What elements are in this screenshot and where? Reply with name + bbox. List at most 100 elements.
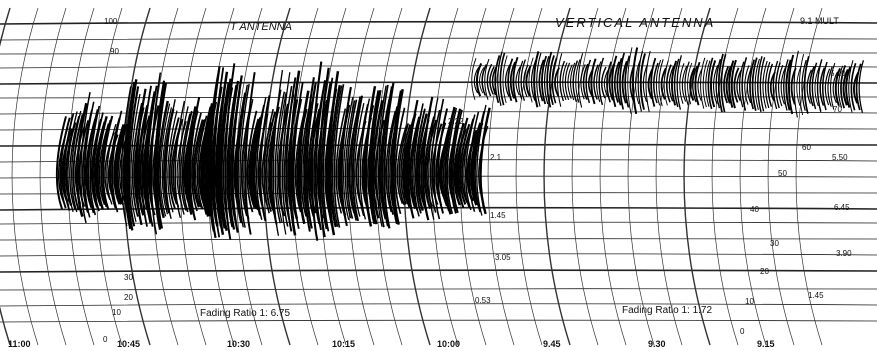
trace-stroke <box>801 59 807 111</box>
time-arc <box>151 7 179 346</box>
trace-stroke <box>351 95 364 222</box>
scale-mark: 5.10 <box>830 69 846 78</box>
gridline-h <box>0 238 877 241</box>
trace-stroke <box>70 110 82 213</box>
amplitude-tick: 10 <box>112 308 121 317</box>
corner-label: 9.1 MULT <box>800 16 839 26</box>
trace-stroke <box>557 53 563 107</box>
trace-stroke <box>536 52 542 107</box>
trace-stroke <box>720 53 727 113</box>
trace-stroke <box>816 59 823 113</box>
trace-stroke <box>114 123 127 205</box>
trace-stroke <box>858 60 865 113</box>
trace-stroke <box>787 54 795 115</box>
trace-stroke <box>137 105 149 216</box>
trace-stroke <box>248 118 260 208</box>
trace-stroke <box>687 62 693 105</box>
amplitude-tick: 30 <box>770 239 779 248</box>
trace-stroke <box>658 59 664 107</box>
trace-stroke <box>368 90 380 225</box>
trace-stroke <box>381 86 393 227</box>
tick-labels: 11:00 10:45 10:30 10:15 10:00 9.45 9.30 … <box>8 17 852 349</box>
amplitude-tick: 100 <box>104 17 118 26</box>
time-tick: 9.45 <box>543 339 561 349</box>
trace-stroke <box>764 61 771 109</box>
trace-stroke <box>479 107 491 215</box>
trace-stroke <box>292 81 304 230</box>
trace-stroke <box>749 59 755 110</box>
trace-stroke <box>255 97 267 221</box>
trace-stroke <box>575 59 581 103</box>
trace-stroke <box>305 82 317 229</box>
time-tick: 10:30 <box>227 339 250 349</box>
time-arc <box>515 7 543 346</box>
trace-stroke <box>274 91 286 224</box>
trace-stroke <box>87 109 99 214</box>
trace-stroke <box>593 64 599 100</box>
trace-stroke <box>676 55 683 110</box>
trace-stroke <box>422 96 434 221</box>
trace-stroke <box>777 64 784 107</box>
trace-stroke <box>113 124 125 205</box>
trace-stroke <box>741 57 748 111</box>
trace-stroke <box>637 50 643 112</box>
trace-stroke <box>429 109 441 213</box>
gridline-h <box>0 319 877 323</box>
trace-stroke <box>585 59 592 104</box>
trace-stroke <box>709 60 717 108</box>
trace-stroke <box>528 57 534 103</box>
trace-stroke <box>416 113 428 211</box>
trace-stroke <box>517 60 524 100</box>
trace-stroke <box>520 59 526 101</box>
trace-stroke <box>98 123 110 206</box>
trace-stroke <box>507 58 514 102</box>
trace-stroke <box>627 47 633 114</box>
trace-stroke <box>757 56 763 113</box>
t-antenna-trace <box>55 61 491 241</box>
trace-stroke <box>218 82 231 229</box>
trace-stroke <box>106 123 117 205</box>
amplitude-tick: 40 <box>750 205 759 214</box>
trace-stroke <box>213 67 225 238</box>
trace-stroke <box>471 58 477 101</box>
trace-stroke <box>850 62 857 111</box>
trace-stroke <box>476 104 487 216</box>
time-arc <box>571 7 599 346</box>
trace-stroke <box>733 67 740 103</box>
trace-stroke <box>473 67 480 94</box>
trace-stroke <box>146 85 158 227</box>
trace-stroke <box>433 98 445 220</box>
trace-stroke <box>819 67 826 106</box>
trace-stroke <box>639 53 646 110</box>
trace-stroke <box>383 82 395 229</box>
trace-stroke <box>150 72 162 235</box>
trace-stroke <box>582 63 589 100</box>
trace-stroke <box>377 84 389 228</box>
trace-stroke <box>407 99 419 219</box>
trace-stroke <box>730 59 737 109</box>
trace-stroke <box>679 63 685 104</box>
trace-stroke <box>772 60 779 110</box>
trace-stroke <box>300 103 312 217</box>
trace-stroke <box>276 92 287 223</box>
trace-stroke <box>580 64 586 100</box>
trace-stroke <box>161 107 173 215</box>
trace-stroke <box>712 64 719 104</box>
trace-stroke <box>570 62 576 101</box>
trace-stroke <box>665 64 672 103</box>
trace-stroke <box>453 122 465 206</box>
time-arc <box>39 7 67 346</box>
trace-stroke <box>253 105 265 216</box>
trace-stroke <box>474 110 485 213</box>
trace-stroke <box>486 63 493 97</box>
fading-ratio-left: Fading Ratio 1: 6.75 <box>200 308 290 319</box>
trace-stroke <box>541 55 548 105</box>
trace-stroke <box>479 67 485 94</box>
trace-stroke <box>837 65 844 108</box>
trace-stroke <box>798 54 805 116</box>
trace-stroke <box>130 93 141 223</box>
trace-stroke <box>725 65 732 104</box>
trace-stroke <box>239 83 250 228</box>
trace-stroke <box>303 77 315 232</box>
